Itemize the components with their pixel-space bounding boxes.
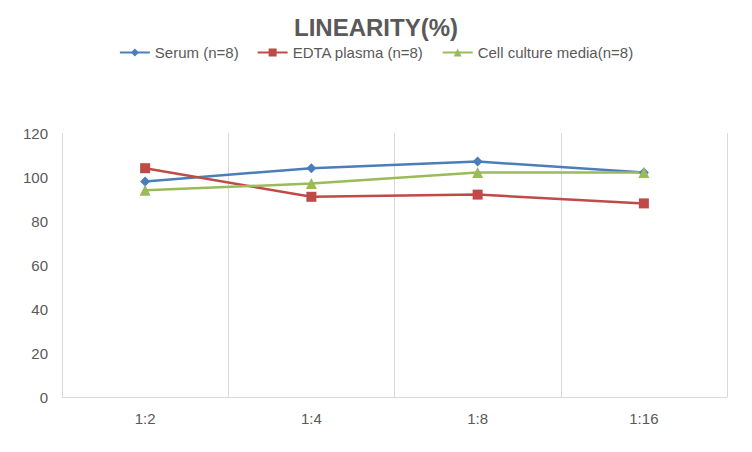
svg-text:40: 40	[31, 301, 48, 318]
svg-text:20: 20	[31, 345, 48, 362]
svg-text:EDTA plasma (n=8): EDTA plasma (n=8)	[293, 44, 423, 61]
svg-text:60: 60	[31, 257, 48, 274]
svg-text:LINEARITY(%): LINEARITY(%)	[294, 14, 458, 41]
svg-text:1:8: 1:8	[467, 410, 488, 427]
svg-text:1:16: 1:16	[629, 410, 658, 427]
svg-text:1:4: 1:4	[301, 410, 322, 427]
svg-text:Serum (n=8): Serum (n=8)	[155, 44, 239, 61]
svg-text:100: 100	[23, 169, 48, 186]
svg-text:0: 0	[40, 389, 48, 406]
svg-text:1:2: 1:2	[135, 410, 156, 427]
svg-text:120: 120	[23, 125, 48, 142]
svg-text:80: 80	[31, 213, 48, 230]
svg-text:Cell culture media(n=8): Cell culture media(n=8)	[478, 44, 633, 61]
